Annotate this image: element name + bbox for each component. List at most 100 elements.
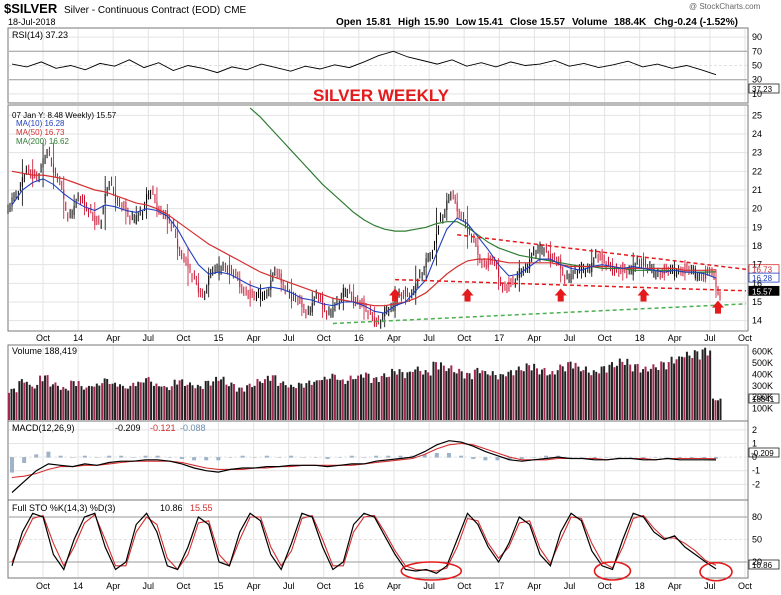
price-x-tick-label: Apr: [387, 333, 401, 343]
volume-bar: [279, 382, 282, 420]
volume-bar: [626, 358, 629, 420]
price-y-tick-label: 16: [752, 278, 762, 288]
volume-bar: [667, 362, 670, 420]
volume-bar: [196, 384, 199, 420]
volume-bar: [217, 380, 220, 420]
macd-histogram-bar: [131, 457, 136, 458]
price-x-tick-label: Oct: [738, 333, 753, 343]
volume-bar: [509, 370, 512, 420]
volume-bar: [698, 359, 701, 420]
volume-bar: [98, 385, 101, 420]
volume-bar: [49, 386, 52, 420]
volume-bar: [393, 371, 396, 420]
sto-value-tag-label: 10.86: [752, 561, 773, 570]
macd-histogram-value-label: -0.088: [180, 423, 206, 433]
volume-bar: [403, 378, 406, 420]
volume-bar: [339, 380, 342, 420]
macd-y-tick-label: 1: [752, 438, 757, 448]
volume-bar: [706, 355, 709, 420]
volume-bar: [649, 368, 652, 420]
volume-bar: [124, 388, 127, 420]
chart-title-annotation: SILVER WEEKLY: [313, 86, 450, 105]
volume-bar: [292, 386, 295, 420]
macd-histogram-bar: [70, 457, 75, 458]
volume-bar: [82, 389, 85, 420]
volume-bar: [484, 371, 487, 420]
price-y-tick-label: 21: [752, 185, 762, 195]
volume-bar: [567, 362, 570, 420]
volume-bar: [134, 386, 137, 420]
volume-bar: [471, 379, 474, 420]
volume-bar: [504, 376, 507, 420]
macd-histogram-bar: [495, 457, 500, 461]
price-y-tick-label: 22: [752, 166, 762, 176]
price-x-tick-label: Oct: [176, 333, 191, 343]
macd-histogram-bar: [459, 455, 464, 458]
volume-bar: [691, 358, 694, 420]
up-arrow-annotation: [637, 288, 650, 302]
volume-bar: [108, 384, 111, 420]
support-trendline: [332, 303, 747, 325]
close-value: 15.57: [540, 17, 565, 28]
volume-bar: [137, 381, 140, 420]
sto-k-value-label: 10.86: [160, 503, 183, 513]
volume-bar: [326, 379, 329, 420]
volume-bar: [654, 367, 657, 420]
volume-bar: [114, 382, 117, 420]
volume-bar: [411, 372, 414, 420]
volume-bar: [157, 386, 160, 420]
volume-bar: [522, 371, 525, 420]
price-y-tick-label: 15: [752, 297, 762, 307]
volume-bar: [592, 370, 595, 420]
volume-bar: [396, 374, 399, 420]
volume-bar: [610, 362, 613, 420]
up-arrow-annotation: [461, 288, 474, 302]
volume-bar: [507, 371, 510, 420]
volume-label: Volume: [572, 17, 608, 28]
volume-bar: [274, 375, 277, 420]
volume-bar: [688, 355, 691, 420]
rsi-line: [11, 50, 717, 76]
macd-histogram-bar: [192, 457, 197, 461]
volume-bar: [414, 369, 417, 420]
volume-bar: [168, 390, 171, 420]
volume-bar: [28, 384, 31, 420]
volume-bar: [424, 370, 427, 420]
macd-histogram-bar: [10, 457, 14, 473]
volume-bar: [693, 350, 696, 420]
volume-bar: [344, 383, 347, 420]
volume-bar: [569, 361, 572, 420]
price-tag-label: 16.28: [752, 274, 773, 283]
volume-bar: [308, 380, 311, 420]
volume-bar: [406, 372, 409, 420]
volume-bar: [248, 383, 251, 420]
volume-bar: [670, 356, 673, 420]
macd-histogram-bar: [301, 457, 306, 458]
volume-bar: [564, 371, 567, 420]
volume-bar: [652, 364, 655, 420]
volume-bar: [106, 378, 109, 420]
volume-bar: [367, 373, 370, 420]
volume-bar: [551, 371, 554, 420]
volume-bar: [72, 381, 75, 420]
macd-histogram-bar: [471, 457, 476, 459]
macd-histogram-bar: [22, 457, 27, 464]
volume-bar: [476, 367, 479, 420]
oversold-circle-annotation: [593, 561, 632, 581]
volume-bar: [333, 374, 336, 420]
price-y-tick-label: 18: [752, 241, 762, 251]
volume-bar: [199, 386, 202, 420]
volume-bar: [520, 370, 523, 420]
volume-bar: [121, 385, 124, 420]
macd-histogram-bar: [107, 455, 112, 458]
volume-bar: [515, 370, 518, 420]
volume-bar: [263, 379, 266, 420]
oversold-circle-annotation: [400, 561, 463, 581]
volume-bar: [360, 374, 362, 420]
volume-bar: [36, 384, 39, 420]
volume-bar: [455, 373, 458, 420]
volume-bar: [93, 386, 96, 420]
volume-bar: [644, 366, 647, 420]
price-y-tick-label: 14: [752, 316, 762, 326]
volume-bar: [189, 382, 191, 420]
